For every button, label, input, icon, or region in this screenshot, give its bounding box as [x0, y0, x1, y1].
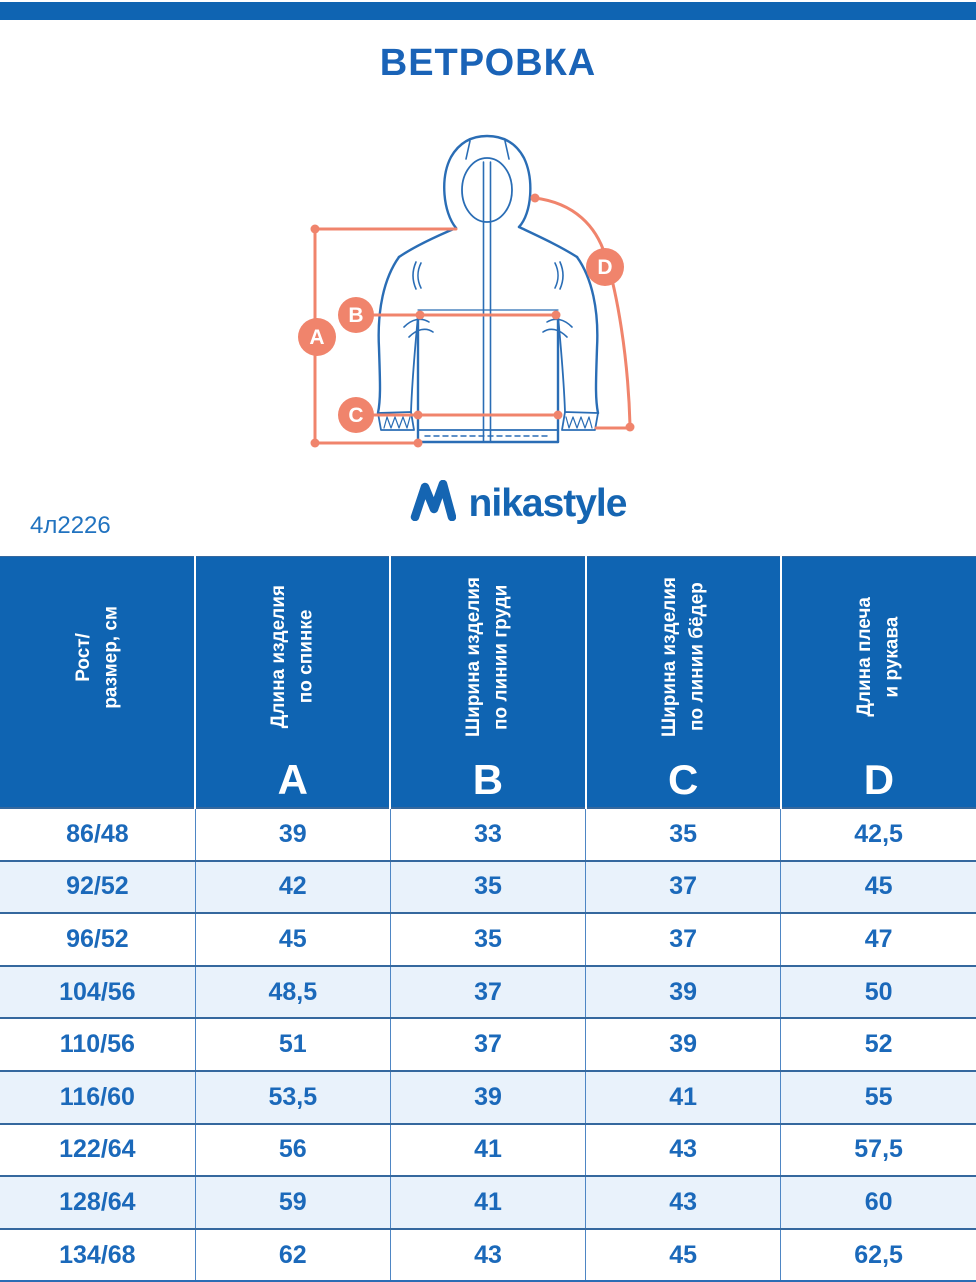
table-row: 86/48 39 33 35 42,5 — [0, 807, 976, 861]
size-cell: 86/48 — [0, 807, 196, 861]
size-cell: 116/60 — [0, 1069, 196, 1124]
measurement-cell: 47 — [780, 912, 976, 966]
size-cell: 134/68 — [0, 1227, 196, 1282]
measurement-cell: 39 — [585, 1017, 782, 1071]
measurement-cell: 39 — [389, 1069, 587, 1124]
table-row: 116/60 53,5 39 41 55 — [0, 1069, 976, 1124]
measurement-cell: 43 — [585, 1122, 782, 1177]
column-letter: D — [863, 755, 895, 803]
page-title: ВЕТРОВКА — [379, 42, 597, 84]
measurement-cell: 53,5 — [194, 1069, 391, 1124]
measurement-cell: 62 — [194, 1227, 391, 1282]
column-header-c: Ширина изделия по линии бёдер C — [585, 556, 782, 808]
size-cell: 110/56 — [0, 1017, 196, 1071]
table-body: 86/48 39 33 35 42,5 92/52 42 35 37 45 96/52 45 35 37 4… — [0, 807, 976, 1282]
size-cell: 92/52 — [0, 859, 196, 914]
measurement-cell: 45 — [194, 912, 391, 966]
size-cell: 96/52 — [0, 912, 196, 966]
measurement-label-d: D — [597, 256, 612, 279]
measurement-cell: 57,5 — [780, 1122, 976, 1177]
size-cell: 104/56 — [0, 964, 196, 1019]
measurement-cell: 41 — [389, 1122, 587, 1177]
measurement-cell: 39 — [194, 807, 391, 861]
column-header-a: Длина изделия по спинке A — [195, 556, 392, 808]
measurement-cell: 39 — [585, 964, 782, 1019]
table-row: 104/56 48,5 37 39 50 — [0, 964, 976, 1019]
column-letter: B — [472, 755, 504, 803]
size-cell: 128/64 — [0, 1175, 196, 1229]
column-label: Рост/ размер, см — [72, 605, 122, 709]
table-row: 128/64 59 41 43 60 — [0, 1175, 976, 1229]
measurement-label-circles — [298, 248, 624, 433]
column-header-b: Ширина изделия по линии груди B — [390, 556, 587, 808]
column-letter: A — [277, 755, 308, 803]
measurement-cell: 37 — [389, 964, 587, 1019]
column-header-size: Рост/ размер, см — [0, 556, 197, 808]
table-row: 92/52 42 35 37 45 — [0, 859, 976, 914]
jacket-measurement-diagram: A B C D — [298, 134, 635, 448]
measurement-cell: 35 — [585, 807, 782, 861]
measurement-cell: 45 — [780, 859, 976, 914]
measurement-cell: 51 — [194, 1017, 391, 1071]
brand-logo: nikastyle — [30, 479, 976, 526]
size-cell: 122/64 — [0, 1122, 196, 1177]
measurement-endpoint-dots — [310, 193, 635, 448]
table-row: 110/56 51 37 39 52 — [0, 1017, 976, 1071]
measurement-cell: 45 — [585, 1227, 782, 1282]
measurement-cell: 41 — [389, 1175, 587, 1229]
brand-logo-text: nikastyle — [468, 481, 628, 525]
measurement-cell: 42,5 — [780, 807, 976, 861]
measurement-cell: 35 — [389, 912, 587, 966]
measurement-cell: 59 — [194, 1175, 391, 1229]
measurement-cell: 33 — [389, 807, 587, 861]
measurement-label-b: B — [348, 304, 363, 327]
nikastyle-wave-icon — [410, 479, 456, 526]
measurement-cell: 52 — [780, 1017, 976, 1071]
measurement-cell: 37 — [389, 1017, 587, 1071]
measurement-cell: 62,5 — [780, 1227, 976, 1282]
column-header-d: Длина плеча и рукава D — [780, 556, 976, 808]
measurement-cell: 35 — [389, 859, 587, 914]
measurement-label-c: C — [348, 404, 363, 427]
measurement-cell: 56 — [194, 1122, 391, 1177]
measurement-cell: 41 — [585, 1069, 782, 1124]
column-label: Ширина изделия по линии бёдер — [658, 577, 708, 737]
measurement-cell: 42 — [194, 859, 391, 914]
column-label: Ширина изделия по линии груди — [463, 577, 512, 737]
measurement-label-a: A — [309, 326, 324, 349]
table-header-row: Рост/ размер, см Длина изделия по спинке A… — [0, 556, 976, 808]
top-accent-bar — [0, 2, 976, 20]
measurement-cell: 60 — [780, 1175, 976, 1229]
column-label: Длина изделия по спинке — [268, 585, 317, 729]
measurement-cell: 37 — [585, 859, 782, 914]
measurement-cell: 50 — [780, 964, 976, 1019]
product-code: 4л2226 — [30, 512, 111, 539]
measurement-cell: 55 — [780, 1069, 976, 1124]
table-row: 134/68 62 43 45 62,5 — [0, 1227, 976, 1282]
measurement-cell: 43 — [585, 1175, 782, 1229]
measurement-cell: 37 — [585, 912, 782, 966]
jacket-outline-icon — [376, 134, 600, 444]
size-table: Рост/ размер, см Длина изделия по спинке A… — [0, 556, 976, 1282]
table-row: 122/64 56 41 43 57,5 — [0, 1122, 976, 1177]
column-letter: C — [667, 755, 699, 803]
table-row: 96/52 45 35 37 47 — [0, 912, 976, 966]
measurement-cell: 48,5 — [194, 964, 391, 1019]
measurement-cell: 43 — [389, 1227, 587, 1282]
column-label: Длина плеча и рукава — [854, 597, 903, 717]
